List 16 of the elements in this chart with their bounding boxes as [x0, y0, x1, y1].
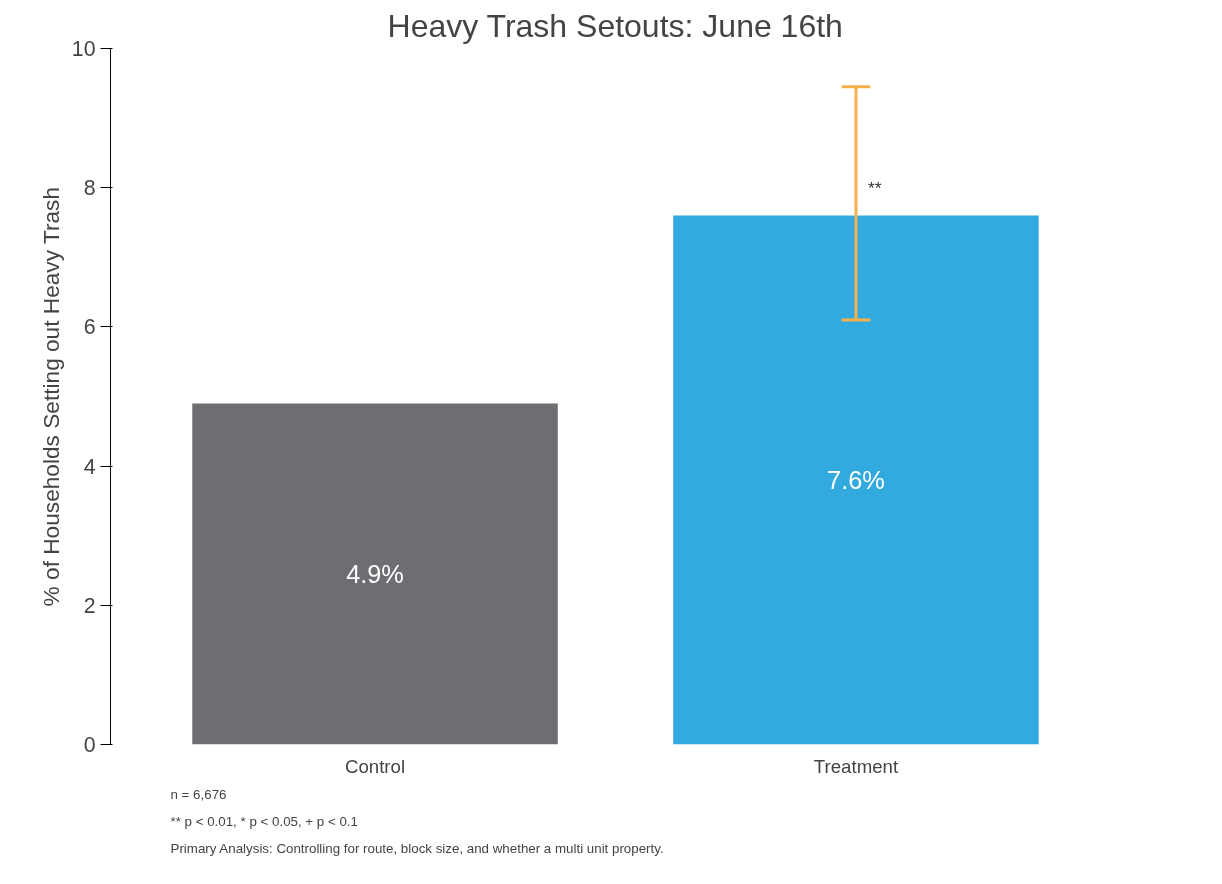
y-tick-label: 6	[83, 315, 96, 340]
text: n = 6,676	[170, 786, 227, 802]
y-tick-label: 2	[83, 593, 96, 618]
y-tick-label: 4	[83, 454, 96, 479]
chart-title: Heavy Trash Setouts: June 16th	[387, 7, 843, 44]
y-tick-label: 10	[71, 37, 96, 61]
annotation: **	[867, 177, 882, 198]
x-tick-label: Treatment	[813, 755, 899, 777]
data-label: 4.9%	[346, 559, 404, 588]
y-axis-title: % of Households Setting out Heavy Trash	[37, 187, 64, 607]
y-tick-label: 0	[83, 733, 96, 757]
y-tick-label: 8	[83, 176, 96, 201]
x-tick-label: Control	[344, 755, 406, 777]
text: ** p < 0.01, * p < 0.05, + p < 0.1	[170, 813, 358, 829]
data-label: 7.6%	[827, 466, 885, 495]
text: Primary Analysis: Controlling for route, block size, and whether a multi unit property.	[170, 840, 664, 856]
